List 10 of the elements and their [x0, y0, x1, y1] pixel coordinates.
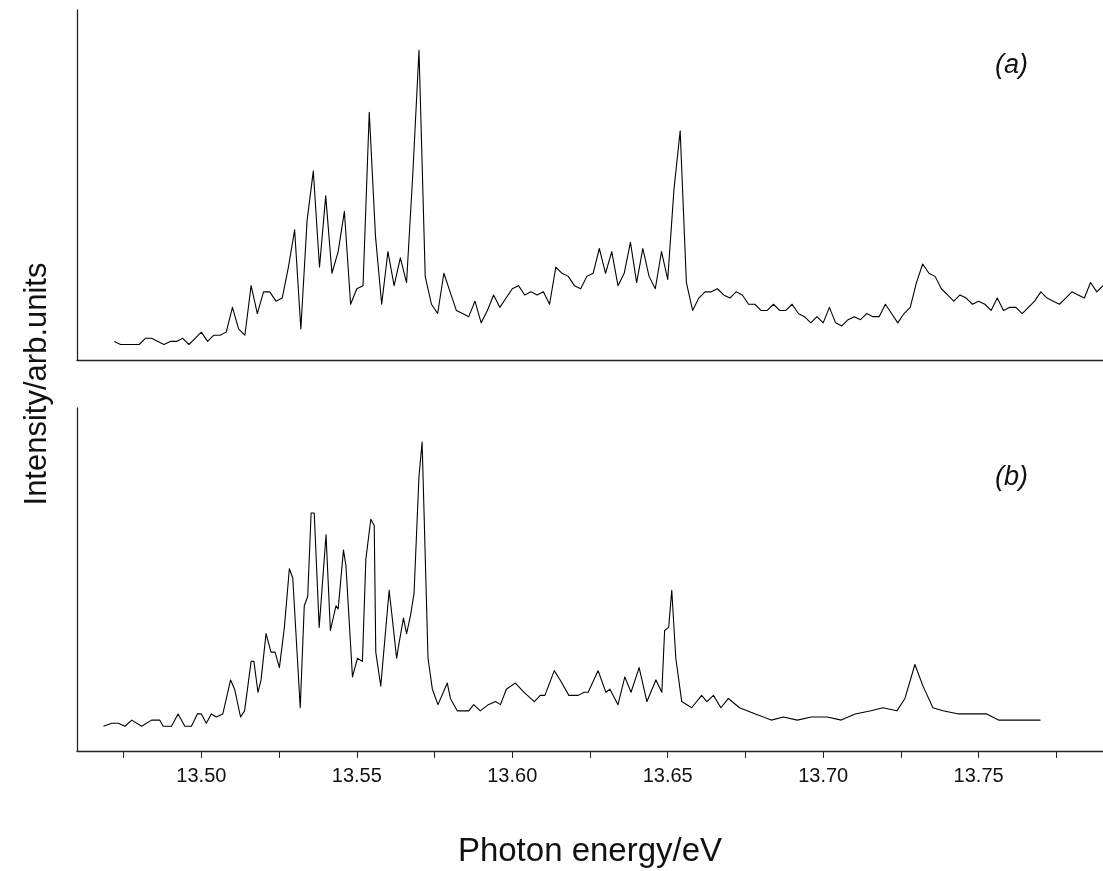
x-tick-label: 13.50: [176, 764, 227, 786]
x-tick-label: 13.65: [642, 764, 693, 786]
x-tick-label: 13.60: [487, 764, 538, 786]
x-axis-title: Photon energy/eV: [457, 831, 723, 868]
annotation: (a): [995, 48, 1028, 79]
x-tick-label: 13.70: [798, 764, 849, 786]
x-tick-label: 13.55: [331, 764, 382, 786]
x-tick-label: 13.75: [953, 764, 1004, 786]
y-axis-title: Intensity/arb.units: [18, 262, 54, 505]
annotation: (b): [995, 460, 1028, 491]
